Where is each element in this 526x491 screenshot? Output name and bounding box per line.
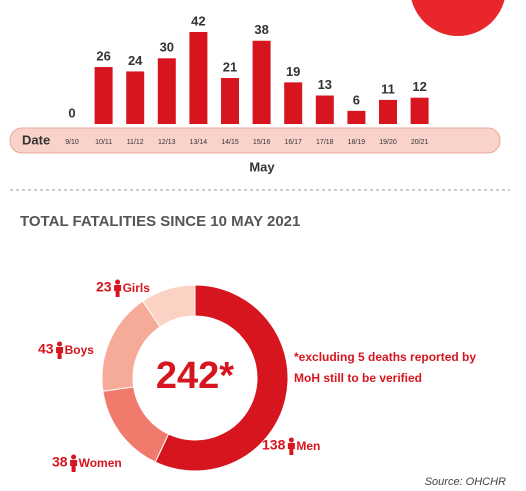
value-label: 30: [160, 40, 174, 55]
x-tick-label: 20/21: [411, 139, 429, 146]
x-tick-label: 17/18: [316, 139, 334, 146]
person-icon: [288, 437, 294, 443]
person-icon: [57, 341, 63, 347]
value-label: 24: [128, 53, 143, 68]
value-label: 26: [96, 48, 110, 63]
person-icon: [115, 279, 121, 285]
donut-segment: [102, 386, 170, 463]
x-tick-label: 14/15: [221, 139, 239, 146]
donut-segment: [142, 284, 196, 328]
value-label: 12: [412, 79, 426, 94]
bar: [379, 99, 397, 124]
note: *excluding 5 deaths reported by: [294, 350, 476, 364]
x-tick-label: 16/17: [284, 139, 302, 146]
segment-name: Boys: [65, 343, 95, 357]
value-label: 19: [286, 64, 300, 79]
bar: [126, 71, 145, 124]
segment-value: 23: [96, 279, 112, 295]
person-icon: [287, 443, 295, 455]
x-tick-label: 19/20: [379, 139, 397, 146]
date-band: [9, 127, 501, 154]
bar: [315, 95, 334, 124]
value-label: 0: [68, 105, 75, 120]
person-icon: [56, 347, 64, 359]
person-icon: [70, 460, 78, 472]
value-label: 6: [353, 92, 360, 107]
person-icon: [71, 454, 77, 460]
segment-value: 43: [38, 341, 54, 357]
source: Source: OHCHR: [425, 476, 506, 488]
value-label: 21: [223, 59, 237, 74]
segment-value: 38: [52, 454, 68, 470]
value-label: 13: [318, 77, 332, 92]
x-tick-label: 9/10: [65, 139, 79, 146]
x-axis-label: May: [249, 159, 275, 174]
segment-name: Men: [296, 439, 320, 453]
x-tick-label: 11/12: [127, 139, 144, 146]
bar: [252, 40, 271, 125]
chart-title: TOTAL FATALITIES SINCE 10 MAY 2021: [20, 213, 300, 230]
bar: [347, 110, 366, 124]
donut-segment: [154, 284, 289, 472]
decor-circle: [411, 0, 505, 36]
bar: [284, 82, 303, 124]
segment-value: 138: [262, 437, 286, 453]
x-tick-label: 18/19: [348, 139, 366, 146]
x-tick-label: 13/14: [190, 139, 208, 146]
bar: [221, 78, 239, 124]
value-label: 38: [254, 22, 268, 37]
person-icon: [114, 285, 122, 297]
bar: [94, 67, 113, 124]
segment-name: Women: [79, 456, 122, 470]
bar: [189, 32, 208, 124]
x-tick-label: 10/11: [95, 139, 112, 146]
x-tick-label: 12/13: [158, 139, 176, 146]
segment-name: Girls: [123, 281, 151, 295]
bar: [410, 97, 429, 124]
x-tick-label: 15/16: [253, 139, 271, 146]
date-label: Date: [22, 132, 50, 147]
value-label: 11: [381, 81, 395, 96]
note: MoH still to be verified: [294, 371, 422, 385]
value-label: 42: [191, 13, 205, 28]
center-label: 242*: [156, 355, 234, 397]
bar: [157, 58, 176, 124]
